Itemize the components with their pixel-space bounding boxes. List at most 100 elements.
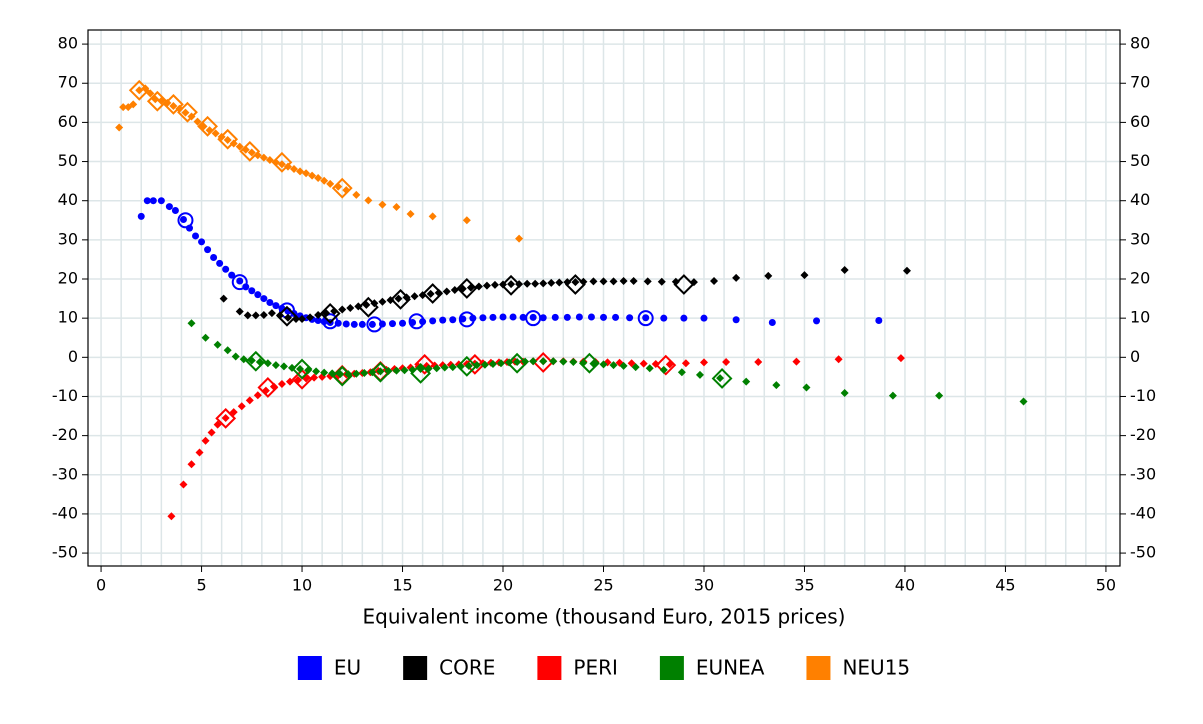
point (267, 309, 276, 318)
point (643, 277, 652, 286)
point (245, 396, 254, 405)
point (314, 173, 323, 182)
point (677, 368, 686, 377)
point (228, 271, 236, 279)
y2-tick-label: 50 (1130, 151, 1150, 170)
point (639, 359, 648, 368)
point (260, 295, 268, 303)
hollow-point (456, 355, 478, 377)
point (210, 253, 218, 261)
point (539, 314, 547, 322)
hollow-point (322, 313, 339, 330)
point (342, 320, 350, 328)
y2-tick-label: 80 (1130, 34, 1150, 53)
point (659, 365, 668, 374)
hollow-point (414, 353, 436, 375)
hollow-point (215, 407, 237, 429)
point (179, 215, 187, 223)
point (449, 316, 457, 324)
point (135, 86, 144, 95)
point (198, 238, 206, 246)
point (251, 311, 260, 320)
point (279, 362, 288, 371)
hollow-point (500, 274, 522, 296)
hollow-point (357, 296, 379, 318)
y2-tick-label: 60 (1130, 112, 1150, 131)
point (875, 317, 883, 325)
point (551, 313, 559, 321)
y2-tick-label: -30 (1130, 464, 1156, 483)
point (448, 363, 457, 372)
point (143, 197, 151, 205)
hollow-point (410, 362, 432, 384)
point (360, 368, 369, 377)
point (792, 357, 801, 366)
hollow-point (217, 128, 239, 150)
point (513, 358, 522, 367)
point (320, 176, 329, 185)
point (609, 361, 618, 370)
point (394, 294, 403, 303)
hollow-point (408, 313, 425, 330)
x-tick-label: 50 (1096, 576, 1116, 595)
point (442, 287, 451, 296)
point (192, 232, 200, 240)
point (529, 357, 538, 366)
point (619, 276, 628, 285)
point (428, 212, 437, 221)
point (119, 103, 128, 112)
legend-label: EUNEA (696, 656, 765, 680)
point (266, 299, 274, 307)
point (326, 179, 335, 188)
point (479, 314, 487, 322)
point (312, 367, 321, 376)
hollow-point (276, 305, 298, 327)
point (235, 307, 244, 316)
y2-tick-label: -20 (1130, 425, 1156, 444)
point (645, 364, 654, 373)
hollow-point (128, 79, 150, 101)
y2-tick-label: 70 (1130, 73, 1150, 92)
hollow-point (319, 303, 341, 324)
point (223, 346, 232, 355)
y-tick-label: -50 (52, 543, 78, 562)
point (399, 319, 407, 327)
point (165, 203, 173, 211)
point (219, 294, 228, 303)
point (298, 314, 307, 323)
point (563, 313, 571, 321)
point (171, 206, 179, 214)
point (358, 320, 366, 328)
y2-tick-label: 10 (1130, 308, 1150, 327)
hollow-point (177, 101, 198, 123)
point (609, 277, 618, 286)
legend-label: EU (334, 656, 361, 680)
point (231, 352, 240, 361)
hollow-point (146, 90, 168, 112)
point (549, 357, 558, 366)
point (283, 313, 292, 322)
point (599, 277, 608, 286)
point (519, 313, 527, 321)
point (352, 369, 361, 378)
point (840, 388, 849, 397)
point (129, 100, 138, 109)
point (626, 314, 634, 322)
hollow-point (637, 310, 654, 327)
point (400, 366, 409, 375)
point (657, 277, 666, 286)
y-tick-label: 50 (58, 151, 78, 170)
hollow-point (291, 358, 313, 380)
point (642, 314, 650, 322)
point (235, 142, 244, 151)
point (629, 276, 638, 285)
hollow-point (655, 354, 677, 376)
point (539, 279, 548, 288)
point (619, 361, 628, 370)
point (243, 311, 252, 320)
x-tick-label: 20 (493, 576, 513, 595)
point (482, 281, 491, 290)
point (529, 313, 537, 321)
point (509, 313, 517, 321)
point (213, 340, 222, 349)
